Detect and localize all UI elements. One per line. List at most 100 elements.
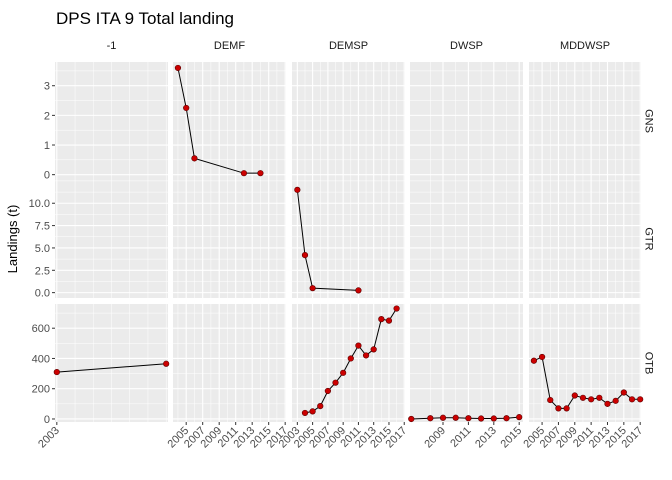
data-point: [612, 397, 619, 404]
facet-panel: [529, 180, 641, 298]
data-point: [347, 355, 354, 362]
facet-panel: [408, 304, 523, 423]
chart-title: DPS ITA 9 Total landing: [56, 9, 234, 28]
facet-panel: [410, 62, 523, 180]
data-point: [355, 287, 362, 294]
data-point: [385, 317, 393, 324]
data-point: [547, 396, 554, 404]
facet-panel: [529, 304, 644, 422]
col-strip-label: DEMSP: [329, 40, 368, 52]
data-point: [53, 368, 60, 376]
facet-panel: [292, 62, 405, 180]
row-strip-bg: [642, 62, 657, 180]
facet-panel: [410, 180, 523, 298]
data-point: [588, 396, 595, 403]
data-point: [370, 346, 377, 353]
data-point: [427, 415, 434, 422]
data-point: [174, 64, 182, 72]
data-point: [340, 369, 347, 376]
facet-panel: [173, 180, 286, 298]
row-strip-label: GTR: [643, 227, 655, 250]
col-strip-bg: [410, 37, 523, 53]
y-tick-label: 400: [32, 353, 50, 365]
y-tick-label: 1: [44, 140, 50, 152]
x-tick-label: 2011: [448, 425, 473, 450]
data-point: [530, 357, 538, 364]
y-tick-label: 2: [44, 110, 50, 122]
data-point: [355, 342, 362, 349]
data-point: [596, 394, 603, 401]
facet-panel: [173, 304, 286, 422]
data-point: [240, 170, 248, 177]
facet-panel: [292, 180, 405, 298]
facet-panel: [53, 304, 170, 422]
data-point: [257, 170, 264, 177]
y-tick-label: 200: [32, 384, 50, 396]
data-point: [516, 414, 523, 421]
col-strip-bg: [292, 37, 405, 53]
panel-background: [410, 180, 523, 298]
data-point: [439, 414, 447, 421]
data-point: [309, 285, 316, 292]
y-tick-label: 5.0: [35, 243, 50, 255]
y-tick-label: 0: [44, 170, 50, 182]
col-strip-bg: [173, 37, 286, 53]
panel-background: [292, 180, 405, 298]
data-point: [604, 400, 611, 407]
row-strip-bg: [642, 180, 657, 298]
y-tick-label: 600: [32, 323, 50, 335]
x-tick-label: 2009: [422, 425, 448, 451]
data-point: [378, 316, 385, 323]
data-point: [332, 379, 339, 386]
series-line: [296, 189, 359, 291]
panel-background: [529, 304, 641, 422]
facet-panel: [55, 62, 168, 180]
panel-background: [410, 62, 523, 180]
data-point: [183, 104, 190, 112]
data-point: [563, 405, 570, 412]
data-point: [362, 352, 370, 359]
data-point: [294, 186, 301, 193]
data-point: [301, 251, 309, 259]
series-line: [56, 363, 167, 373]
data-point: [478, 415, 485, 422]
data-point: [317, 403, 324, 410]
facet-grid: -1 DEMF DEMSP DWSP MDDWSP GNS GTR OTB 0 1 2 3 0.0 2.5…: [29, 37, 657, 450]
col-strip-label: -1: [107, 40, 117, 52]
data-point: [503, 415, 510, 422]
y-tick-label: 3: [44, 81, 50, 93]
facet-panel: [173, 62, 286, 180]
panel-background: [292, 62, 405, 180]
y-tick-label: 0.0: [35, 288, 50, 300]
facet-panel: [529, 62, 641, 180]
x-tick-label: 2013: [473, 425, 499, 451]
data-point: [628, 396, 636, 403]
y-tick-label: 10.0: [29, 198, 50, 210]
col-strip-label: MDDWSP: [560, 40, 610, 52]
row-strip-bg: [642, 304, 657, 422]
panel-background: [173, 304, 286, 422]
data-point: [324, 387, 331, 395]
facet-panel: [55, 180, 168, 298]
x-tick-label: 2015: [499, 425, 525, 451]
data-point: [408, 415, 415, 423]
panel-background: [173, 180, 286, 298]
data-point: [191, 155, 198, 162]
y-tick-label: 2.5: [35, 265, 50, 277]
panel-background: [173, 62, 286, 180]
row-strip-label: GNS: [643, 109, 655, 133]
data-point: [393, 305, 400, 312]
y-tick-label: 7.5: [35, 221, 50, 233]
facet-panel: [292, 304, 405, 422]
data-point: [571, 392, 578, 399]
data-point: [538, 353, 546, 361]
data-point: [465, 415, 472, 422]
data-point: [579, 394, 587, 401]
y-tick-label: 0: [44, 414, 50, 426]
panel-background: [529, 62, 641, 180]
data-point: [301, 409, 309, 417]
data-point: [620, 389, 627, 396]
data-point: [452, 414, 459, 421]
x-tick-label: 2003: [36, 425, 62, 451]
